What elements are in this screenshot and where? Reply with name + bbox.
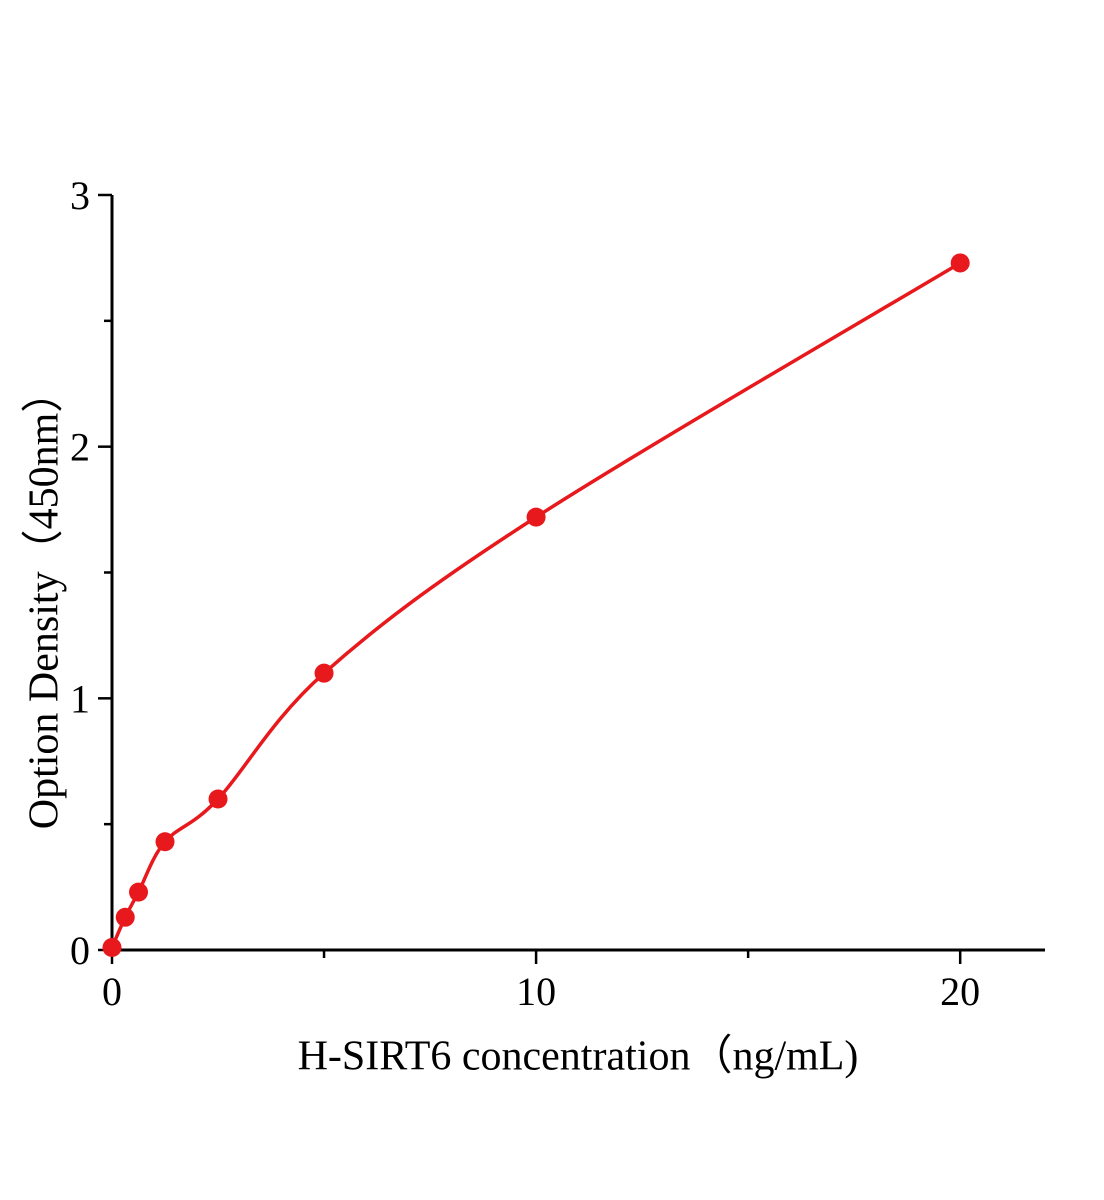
x-axis-label: H-SIRT6 concentration（ng/mL) xyxy=(297,1033,859,1080)
y-tick-label: 0 xyxy=(70,928,90,973)
fitted-curve-line xyxy=(110,261,962,950)
y-tick-label: 2 xyxy=(70,425,90,470)
data-point-marker xyxy=(115,907,135,927)
x-tick-label: 0 xyxy=(102,969,122,1014)
x-tick-label: 20 xyxy=(940,969,980,1014)
data-point-marker xyxy=(155,832,175,852)
data-point-marker xyxy=(950,253,970,273)
data-point-marker xyxy=(129,882,149,902)
data-point-marker xyxy=(526,507,546,527)
y-axis-label: Option Density（450nm） xyxy=(21,370,68,830)
data-point-marker xyxy=(314,663,334,683)
x-tick-label: 10 xyxy=(516,969,556,1014)
y-tick-label: 3 xyxy=(70,173,90,218)
y-tick-label: 1 xyxy=(70,676,90,721)
data-point-marker xyxy=(102,937,122,957)
data-point-marker xyxy=(208,789,228,809)
